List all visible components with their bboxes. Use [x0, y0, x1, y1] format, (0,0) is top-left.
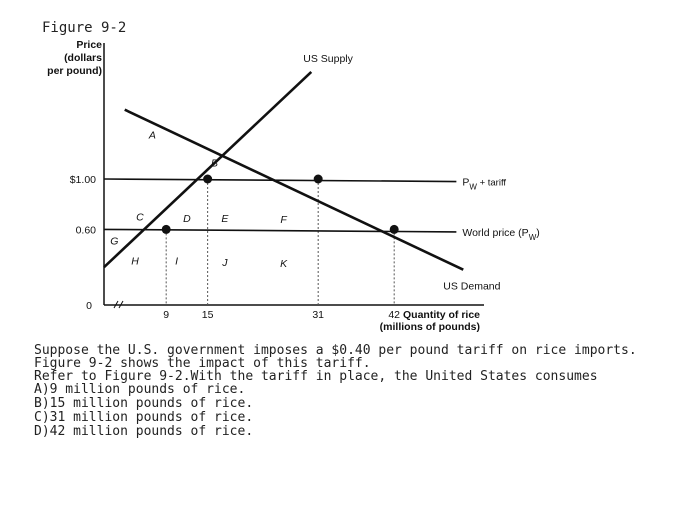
- x-tick-label: 31: [312, 309, 324, 321]
- region-label-g: G: [110, 236, 118, 248]
- x-axis-label: (millions of pounds): [380, 321, 480, 333]
- series-line-supply: [103, 70, 313, 269]
- choice-b[interactable]: B)15 million pounds of rice.: [34, 396, 254, 411]
- series-line-price: [103, 178, 457, 183]
- region-label-h: H: [131, 256, 139, 268]
- axis-break-mark: [113, 300, 124, 309]
- x-tick-label: 9: [163, 309, 169, 321]
- tariff-price-label: PW + tariff: [462, 177, 506, 192]
- region-label-e: E: [221, 213, 229, 225]
- region-label-b: B: [211, 157, 218, 169]
- world-price-label: World price (PW): [462, 227, 539, 242]
- y-tick-label: 0.60: [76, 224, 97, 236]
- choice-c[interactable]: C)31 million pounds of rice.: [34, 410, 254, 425]
- choice-d[interactable]: D)42 million pounds of rice.: [34, 424, 254, 439]
- figure-label: Figure 9-2: [42, 20, 127, 36]
- intersection-point: [203, 174, 213, 184]
- series-line-demand: [124, 108, 464, 271]
- y-tick-label: $1.00: [70, 174, 96, 186]
- region-label-k: K: [280, 258, 288, 270]
- question-block: Suppose the U.S. government imposes a $0…: [34, 344, 674, 439]
- us-supply-label: US Supply: [303, 53, 353, 65]
- region-label-f: F: [280, 214, 287, 226]
- answer-choices: A)9 million pounds of rice. B)15 million…: [34, 383, 674, 439]
- question-stem: Suppose the U.S. government imposes a $0…: [34, 343, 645, 371]
- region-label-i: I: [175, 256, 178, 268]
- region-label-d: D: [183, 213, 191, 225]
- choice-a[interactable]: A)9 million pounds of rice.: [34, 382, 246, 397]
- series-line-price: [103, 228, 457, 233]
- y-axis-label: per pound): [47, 65, 102, 77]
- x-axis-label: Quantity of rice: [403, 309, 480, 321]
- question-prompt: Refer to Figure 9-2.With the tariff in p…: [34, 369, 598, 384]
- region-label-c: C: [136, 212, 144, 224]
- x-tick-label: 15: [202, 309, 214, 321]
- intersection-point: [313, 174, 323, 184]
- region-label-j: J: [221, 257, 228, 269]
- region-label-a: A: [148, 130, 156, 142]
- y-axis-label: Price: [76, 39, 102, 51]
- origin-label: 0: [86, 300, 92, 312]
- us-demand-label: US Demand: [443, 281, 500, 293]
- y-axis-label: (dollars: [64, 52, 102, 64]
- x-tick-label: 42: [388, 309, 400, 321]
- intersection-point: [389, 224, 399, 234]
- intersection-point: [161, 224, 171, 234]
